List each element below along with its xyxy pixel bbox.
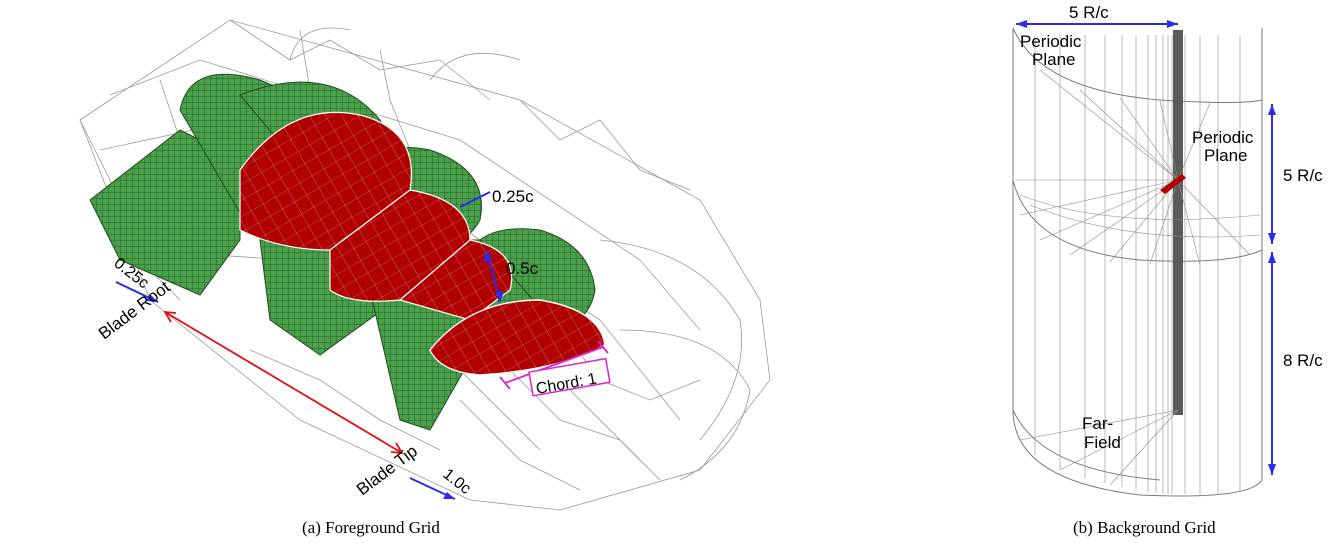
chord-label-box: [528, 357, 611, 397]
right-dim-upper-head-top: [1268, 104, 1276, 115]
label-05c: 0.5c: [506, 259, 539, 278]
label-025c-top: 0.25c: [492, 187, 534, 206]
label-10c: 1.0c: [440, 466, 474, 498]
label-periodic-plane-right-1: Periodic: [1192, 128, 1254, 147]
panel-b-labels: 5 R/c Periodic Plane Periodic Plane 5 R/…: [1020, 3, 1323, 452]
cylinder-outline: [1012, 27, 1263, 497]
right-dim-upper-head-bottom: [1268, 233, 1276, 244]
foreground-grid-panel: 0.25c 0.5c 0.25c Blade Root Blade Tip 1.…: [79, 19, 771, 511]
arrowhead-05c-top: [483, 250, 492, 262]
arrowhead-red-tip: [390, 442, 404, 455]
mesh-plane-root: [89, 129, 241, 296]
panel-b-dimension-arrows: [1016, 20, 1276, 475]
dense-core-region: [1173, 30, 1183, 415]
label-right-dim-lower: 8 R/c: [1283, 351, 1323, 370]
right-dim-lower-head-bottom: [1268, 464, 1276, 475]
chord-tick-right: [597, 340, 609, 354]
foreground-grid-figure: 0.25c 0.5c 0.25c Blade Root Blade Tip 1.…: [79, 19, 771, 511]
chord-tick-left: [499, 376, 511, 390]
blade-root-section: [239, 111, 412, 251]
dim-arrow-025c-top: [459, 191, 491, 208]
arrowhead-025c-left: [146, 294, 158, 302]
vertical-grid-lines: [1034, 35, 1241, 494]
chord-line: [504, 346, 604, 384]
label-far-field-2: Field: [1084, 433, 1121, 452]
label-periodic-plane-right-2: Plane: [1204, 146, 1247, 165]
blade-tip-cap: [429, 299, 606, 376]
top-dim-head-right: [1167, 20, 1178, 28]
label-far-field-1: Far-: [1082, 414, 1113, 433]
dimension-arrows: [115, 191, 609, 500]
arrowhead-red-root: [163, 310, 177, 323]
label-periodic-plane-top-1: Periodic: [1020, 32, 1082, 51]
background-grid-panel: 5 R/c Periodic Plane Periodic Plane 5 R/…: [960, 0, 1331, 553]
right-dim-lower-head-top: [1268, 252, 1276, 263]
radial-grid-lines: [1015, 69, 1261, 486]
caption-background-grid: (b) Background Grid: [1073, 518, 1216, 537]
label-top-dim: 5 R/c: [1069, 3, 1109, 22]
blade-indicator: [1160, 174, 1186, 194]
caption-foreground-grid: (a) Foreground Grid: [302, 518, 440, 537]
label-periodic-plane-top-2: Plane: [1032, 50, 1075, 69]
label-blade-root: Blade Root: [95, 277, 174, 343]
arrowhead-05c-bottom: [495, 291, 504, 302]
top-dim-head-left: [1016, 20, 1027, 28]
arrowhead-10c: [443, 492, 455, 499]
background-grid-figure: 5 R/c Periodic Plane Periodic Plane 5 R/…: [1012, 3, 1323, 497]
label-right-dim-upper: 5 R/c: [1283, 166, 1323, 185]
span-arrow-red: [164, 311, 403, 454]
